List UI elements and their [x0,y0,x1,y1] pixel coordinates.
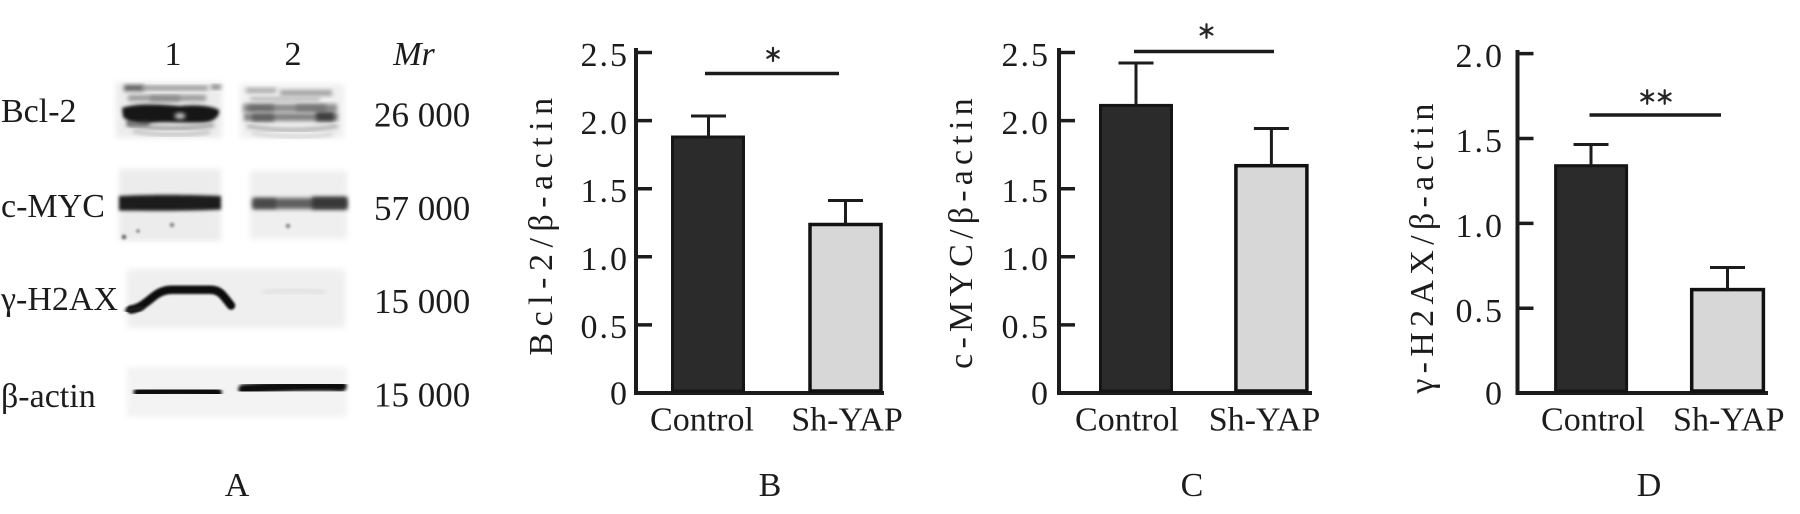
svg-text:Mr: Mr [392,36,435,73]
svg-text:0.5: 0.5 [1002,309,1051,346]
svg-text:C: C [1181,467,1204,504]
svg-text:D: D [1637,467,1662,504]
svg-text:Sh-YAP: Sh-YAP [791,402,902,439]
svg-text:Control: Control [1075,402,1179,439]
svg-text:2.0: 2.0 [1002,105,1051,142]
svg-text:2.0: 2.0 [581,105,630,142]
svg-text:57 000: 57 000 [374,189,470,228]
svg-text:Bcl-2: Bcl-2 [1,93,77,130]
svg-text:1.5: 1.5 [581,173,630,210]
svg-text:15 000: 15 000 [374,282,470,321]
svg-text:0: 0 [610,376,629,413]
svg-text:0: 0 [1485,376,1504,413]
svg-text:Control: Control [650,402,754,439]
svg-text:0: 0 [1031,376,1050,413]
svg-text:2.5: 2.5 [581,37,630,74]
svg-text:γ-H2AX/β-actin: γ-H2AX/β-actin [1404,98,1441,394]
svg-text:Control: Control [1541,402,1645,439]
svg-text:0.5: 0.5 [1456,293,1505,330]
svg-text:2: 2 [285,36,302,73]
svg-text:1.5: 1.5 [1456,123,1505,160]
svg-text:26 000: 26 000 [374,96,470,135]
svg-text:2.0: 2.0 [1456,38,1505,75]
svg-text:15 000: 15 000 [374,376,470,415]
svg-text:1: 1 [165,36,182,73]
svg-text:1.5: 1.5 [1002,173,1051,210]
svg-text:1.0: 1.0 [1456,208,1505,245]
svg-text:A: A [225,467,250,504]
svg-text:β-actin: β-actin [1,378,96,415]
svg-text:0.5: 0.5 [581,309,630,346]
svg-text:c-MYC: c-MYC [1,188,105,225]
svg-text:Sh-YAP: Sh-YAP [1673,402,1784,439]
svg-text:B: B [759,467,782,504]
svg-text:1.0: 1.0 [1002,241,1051,278]
svg-text:Sh-YAP: Sh-YAP [1209,402,1320,439]
svg-text:2.5: 2.5 [1002,37,1051,74]
svg-text:γ-H2AX: γ-H2AX [0,281,118,318]
svg-text:Bcl-2/β-actin: Bcl-2/β-actin [523,91,560,355]
svg-text:1.0: 1.0 [581,241,630,278]
svg-text:c-MYC/β-actin: c-MYC/β-actin [943,93,980,369]
